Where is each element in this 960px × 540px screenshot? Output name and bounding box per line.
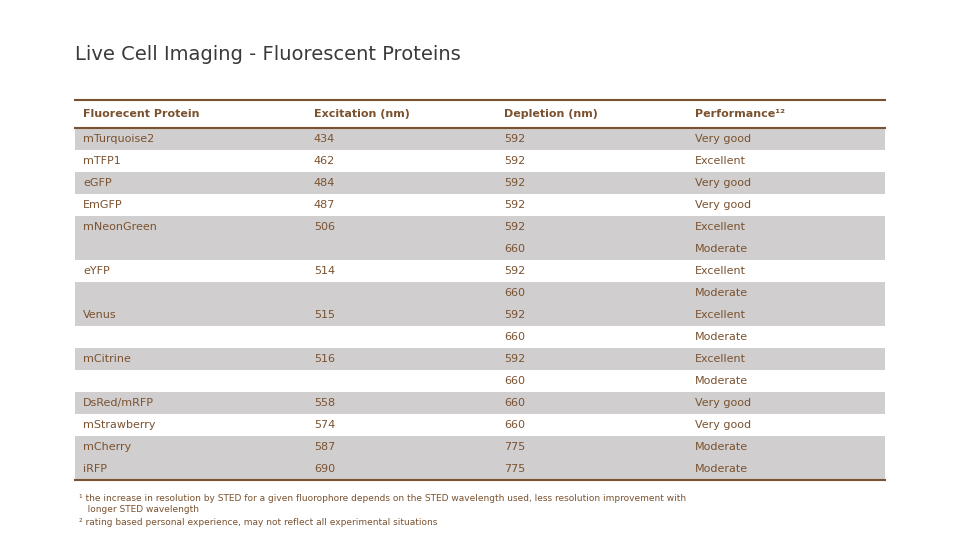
Text: Excellent: Excellent (694, 156, 746, 166)
Text: 484: 484 (314, 178, 335, 188)
Text: Moderate: Moderate (694, 244, 748, 254)
Text: 592: 592 (504, 310, 525, 320)
Text: 592: 592 (504, 200, 525, 210)
Text: Moderate: Moderate (694, 288, 748, 298)
Text: Moderate: Moderate (694, 332, 748, 342)
Text: Excellent: Excellent (694, 266, 746, 276)
Text: 587: 587 (314, 442, 335, 452)
Text: eGFP: eGFP (83, 178, 111, 188)
Text: 462: 462 (314, 156, 335, 166)
Text: Excitation (nm): Excitation (nm) (314, 109, 410, 119)
Text: mTurquoise2: mTurquoise2 (83, 134, 155, 144)
Text: Very good: Very good (694, 420, 751, 430)
Text: DsRed/mRFP: DsRed/mRFP (83, 398, 154, 408)
Text: 775: 775 (504, 442, 525, 452)
Text: 592: 592 (504, 134, 525, 144)
Text: Excellent: Excellent (694, 222, 746, 232)
Text: 514: 514 (314, 266, 335, 276)
Text: ² rating based personal experience, may not reflect all experimental situations: ² rating based personal experience, may … (79, 518, 438, 527)
Text: mCitrine: mCitrine (83, 354, 131, 364)
Text: 515: 515 (314, 310, 335, 320)
Text: 660: 660 (504, 288, 525, 298)
Text: 516: 516 (314, 354, 335, 364)
Text: 592: 592 (504, 354, 525, 364)
Text: Moderate: Moderate (694, 464, 748, 474)
Text: Very good: Very good (694, 398, 751, 408)
Text: Fluorecent Protein: Fluorecent Protein (83, 109, 200, 119)
Text: mTFP1: mTFP1 (83, 156, 121, 166)
Text: 506: 506 (314, 222, 335, 232)
Text: Depletion (nm): Depletion (nm) (504, 109, 598, 119)
Text: mStrawberry: mStrawberry (83, 420, 156, 430)
Text: eYFP: eYFP (83, 266, 109, 276)
Text: 434: 434 (314, 134, 335, 144)
Text: 487: 487 (314, 200, 335, 210)
Text: 660: 660 (504, 420, 525, 430)
Text: ¹ the increase in resolution by STED for a given fluorophore depends on the STED: ¹ the increase in resolution by STED for… (79, 494, 686, 503)
Text: Excellent: Excellent (694, 310, 746, 320)
Text: 592: 592 (504, 156, 525, 166)
Text: 592: 592 (504, 266, 525, 276)
Text: 660: 660 (504, 244, 525, 254)
Text: 592: 592 (504, 178, 525, 188)
Text: mCherry: mCherry (83, 442, 132, 452)
Text: Excellent: Excellent (694, 354, 746, 364)
Text: 660: 660 (504, 332, 525, 342)
Text: Performance¹²: Performance¹² (694, 109, 784, 119)
Text: Very good: Very good (694, 178, 751, 188)
Text: mNeonGreen: mNeonGreen (83, 222, 156, 232)
Text: 558: 558 (314, 398, 335, 408)
Text: 690: 690 (314, 464, 335, 474)
Text: Very good: Very good (694, 134, 751, 144)
Text: 574: 574 (314, 420, 335, 430)
Text: iRFP: iRFP (83, 464, 107, 474)
Text: Moderate: Moderate (694, 442, 748, 452)
Text: EmGFP: EmGFP (83, 200, 123, 210)
Text: Venus: Venus (83, 310, 116, 320)
Text: 660: 660 (504, 376, 525, 386)
Text: 775: 775 (504, 464, 525, 474)
Text: Very good: Very good (694, 200, 751, 210)
Text: 592: 592 (504, 222, 525, 232)
Text: Live Cell Imaging - Fluorescent Proteins: Live Cell Imaging - Fluorescent Proteins (75, 45, 461, 64)
Text: Moderate: Moderate (694, 376, 748, 386)
Text: longer STED wavelength: longer STED wavelength (79, 505, 199, 514)
Text: 660: 660 (504, 398, 525, 408)
